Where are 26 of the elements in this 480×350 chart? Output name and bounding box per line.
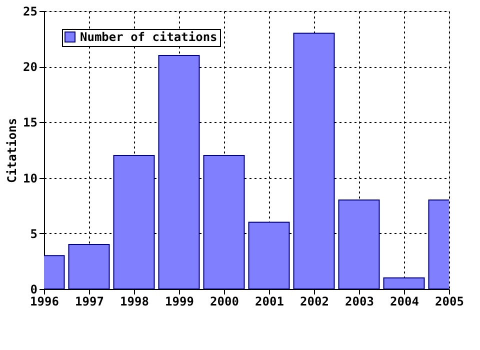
- bar: [203, 155, 245, 289]
- y-tick-label: 0: [30, 282, 38, 296]
- x-tick-label: 2004: [390, 294, 419, 308]
- y-tick-label: 20: [23, 60, 38, 74]
- x-tick-label: 2000: [210, 294, 239, 308]
- x-tick-label: 2001: [255, 294, 284, 308]
- x-tick-label: 1999: [165, 294, 194, 308]
- bar: [383, 277, 425, 289]
- bar: [113, 155, 155, 289]
- bar: [293, 32, 335, 289]
- x-tick-label: 2002: [300, 294, 329, 308]
- bar: [248, 222, 290, 289]
- bar: [338, 200, 380, 289]
- y-tick-label: 25: [23, 4, 38, 18]
- x-tick-label: 2003: [345, 294, 374, 308]
- y-axis-title: Citations: [5, 118, 20, 184]
- x-tick-label: 1997: [75, 294, 104, 308]
- y-tick-label: 15: [23, 116, 38, 130]
- legend-label: Number of citations: [80, 30, 218, 44]
- x-tick-label: 1996: [30, 294, 59, 308]
- x-tick-label: 1998: [120, 294, 149, 308]
- x-tick-label: 2005: [435, 294, 464, 308]
- y-tick-label: 10: [23, 171, 38, 186]
- y-tick-label: 5: [30, 226, 38, 241]
- bar: [158, 54, 200, 289]
- bar: [68, 244, 110, 289]
